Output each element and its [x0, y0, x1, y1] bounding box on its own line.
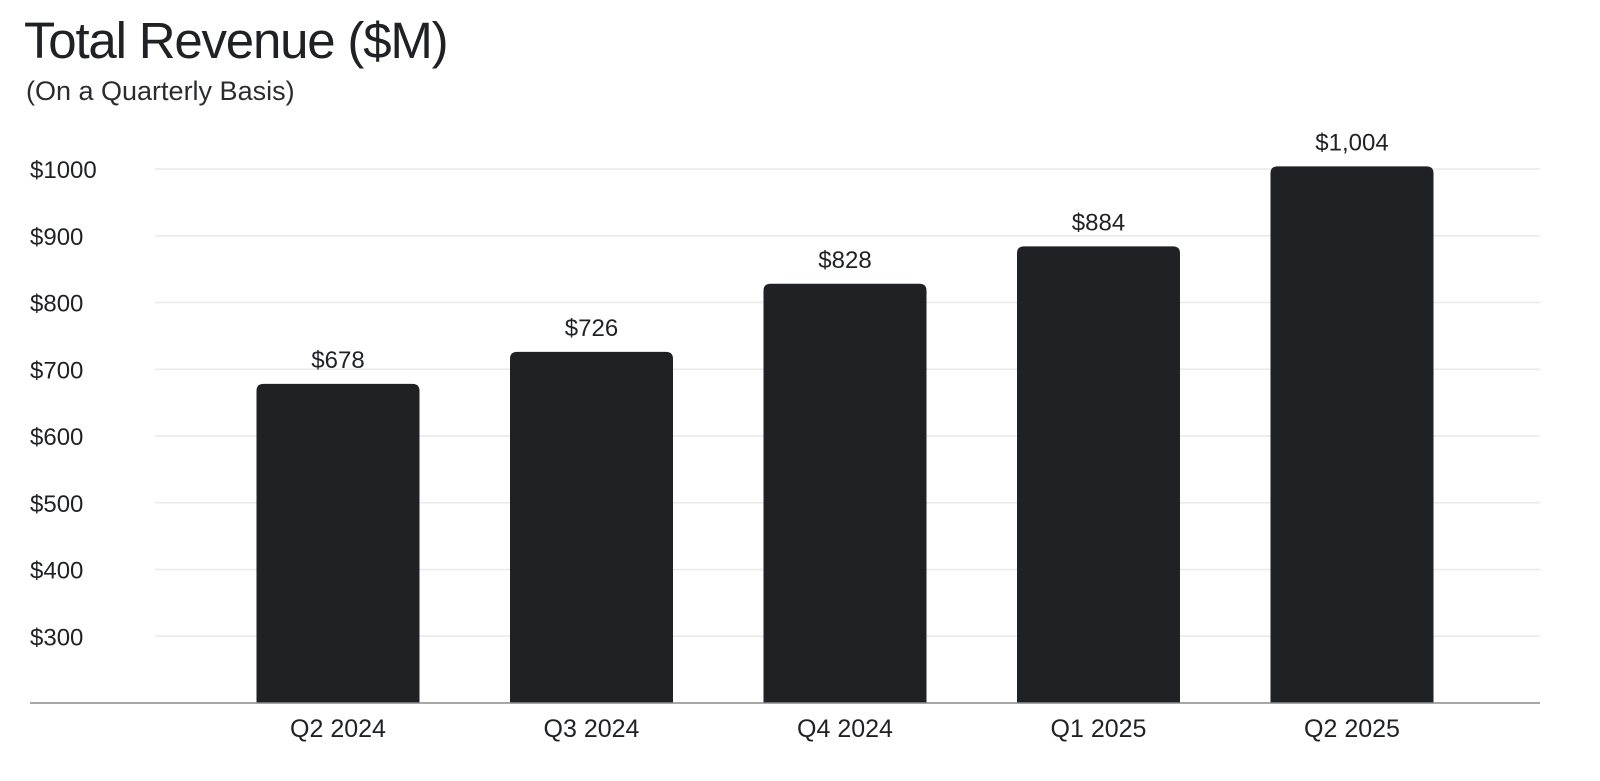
y-axis-tick-labels: $300 $400 $500 $600 $700 $800 $900 $1000	[30, 157, 97, 651]
x-tick-label: Q4 2024	[797, 715, 893, 743]
y-tick-label: $700	[30, 357, 83, 384]
y-tick-label: $600	[30, 424, 83, 451]
y-tick-label: $800	[30, 291, 83, 318]
bar	[1270, 166, 1434, 703]
data-labels: $678 $726 $828 $884 $1,004	[311, 129, 1388, 374]
y-tick-label: $1000	[30, 157, 97, 184]
y-tick-label: $400	[30, 558, 83, 585]
data-label: $884	[1072, 209, 1125, 236]
data-label: $828	[818, 247, 871, 274]
x-tick-label: Q1 2025	[1051, 715, 1147, 743]
bar	[1017, 246, 1180, 703]
data-label: $678	[311, 347, 364, 374]
y-tick-label: $500	[30, 491, 83, 518]
data-label: $1,004	[1315, 129, 1388, 156]
data-label: $726	[565, 315, 618, 342]
bar	[763, 283, 927, 703]
x-tick-label: Q2 2025	[1304, 715, 1400, 743]
chart-title: Total Revenue ($M)	[24, 12, 449, 69]
x-axis-tick-labels: Q2 2024 Q3 2024 Q4 2024 Q1 2025 Q2 2025	[290, 715, 1400, 743]
y-tick-label: $900	[30, 224, 83, 251]
x-tick-label: Q2 2024	[290, 715, 386, 743]
bar	[510, 351, 673, 703]
chart-subtitle: (On a Quarterly Basis)	[26, 76, 295, 106]
bars	[256, 166, 1434, 703]
bar	[256, 383, 420, 703]
y-tick-label: $300	[30, 624, 83, 651]
x-tick-label: Q3 2024	[544, 715, 640, 743]
